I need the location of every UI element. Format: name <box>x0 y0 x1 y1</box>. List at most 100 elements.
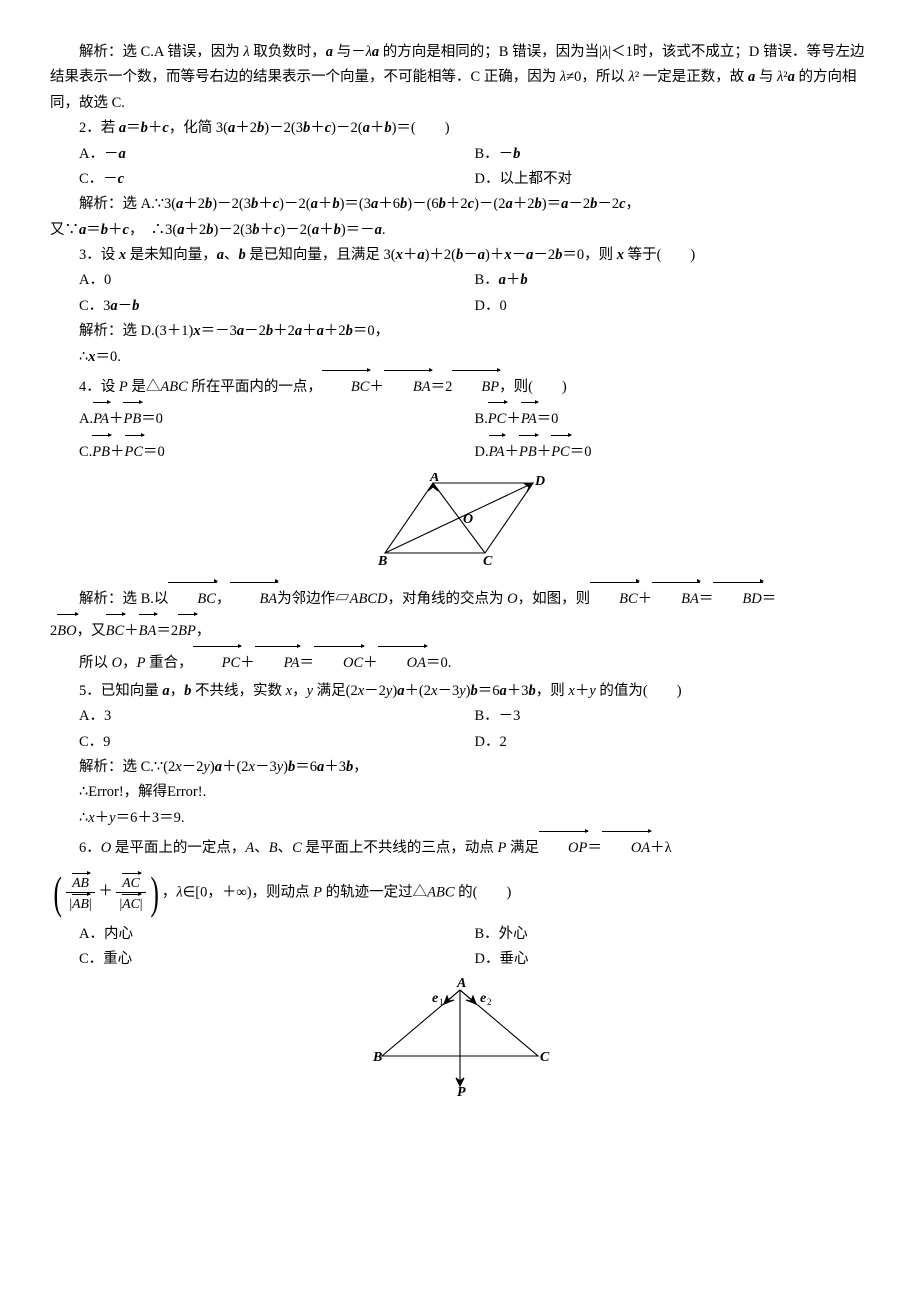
v: a <box>215 759 222 775</box>
t: 不共线，实数 <box>191 683 285 699</box>
q1-analysis: 解析：选 C.A 错误，因为 λ 取负数时，a 与－λa 的方向是相同的；B 错… <box>50 40 870 116</box>
t: ＋2 <box>183 196 205 212</box>
vec-bp: BP <box>452 370 499 402</box>
t: 满足 <box>506 840 539 856</box>
v: a <box>500 683 507 699</box>
t: C．9 <box>79 734 110 750</box>
q6-opt-d: D．垂心 <box>475 947 871 972</box>
q5-analysis-fin: ∴x＋y＝6＋3＝9. <box>50 806 870 831</box>
q2-opt-d: D．以上都不对 <box>475 167 871 192</box>
t: ，则( ) <box>499 379 567 395</box>
q3-opt-b: B．a＋b <box>475 268 871 293</box>
parallelogram-icon: AD BC O <box>375 473 545 568</box>
text: ≠0，所以 <box>566 69 628 85</box>
q5-options: A．3 B．－3 <box>50 704 870 729</box>
v: b <box>439 196 446 212</box>
t: 所以 <box>79 655 112 671</box>
t: ＋ <box>506 272 521 288</box>
t: ＋ <box>110 444 125 460</box>
vec: BP <box>178 614 196 646</box>
q4-diagram: AD BC O <box>50 473 870 577</box>
t: ＋ <box>638 591 653 607</box>
t: 所在平面内的一点， <box>188 379 322 395</box>
vec: BC <box>590 582 638 614</box>
v: a <box>417 247 424 263</box>
t: 是△ <box>128 379 161 395</box>
t: 的( ) <box>455 884 512 900</box>
vec-a: a <box>326 44 333 60</box>
q2-analysis-2: 又∵a＝b＋c， ∴3(a＋2b)－2(3b＋c)－2(a＋b)＝－a. <box>50 218 870 243</box>
q4-opt-d: D.PA＋PB＋PC＝0 <box>475 435 871 467</box>
vec: BA <box>230 582 277 614</box>
t: 、 <box>224 247 239 263</box>
vec-b: b <box>384 120 391 136</box>
svg-text:e: e <box>480 991 486 1006</box>
abcd: ABCD <box>350 591 388 607</box>
vec: PA <box>93 402 109 434</box>
t: ＋ <box>363 655 378 671</box>
t: －2 <box>364 683 386 699</box>
svg-text:A: A <box>429 473 439 485</box>
paren-left-icon: ( <box>53 870 61 916</box>
t: ，对角线的交点为 <box>388 591 508 607</box>
q2-options-2: C．－c D．以上都不对 <box>50 167 870 192</box>
t: A．3 <box>79 708 111 724</box>
text: )＝( ) <box>392 120 450 136</box>
t: D．2 <box>475 734 507 750</box>
vec-oa: OA <box>602 831 650 863</box>
q5-analysis-err: ∴Error!，解得Error!. <box>50 780 870 805</box>
svg-text:D: D <box>534 474 545 489</box>
t: ＋ <box>504 444 519 460</box>
vec: BD <box>713 582 761 614</box>
p: P <box>119 379 128 395</box>
t: ＝0， <box>353 323 389 339</box>
frac-ab: AB |AB| <box>66 873 94 912</box>
v: a <box>217 247 224 263</box>
q6-options-2: C．重心 D．垂心 <box>50 947 870 972</box>
text: 与－ <box>333 44 366 60</box>
v: a <box>499 272 506 288</box>
t: ＋2 <box>513 196 535 212</box>
vec: PA <box>489 435 505 467</box>
frac-sum: AB |AB| ＋ AC |AC| <box>65 873 146 912</box>
t: ＋ <box>108 222 123 238</box>
t: ＋ <box>575 683 590 699</box>
q4-stem: 4．设 P 是△ABC 所在平面内的一点，BC＋BA＝2BP，则( ) <box>50 370 870 402</box>
t: ＝ <box>699 591 714 607</box>
vec: PC <box>125 435 144 467</box>
t: ＋ <box>302 323 317 339</box>
svg-text:O: O <box>463 512 473 527</box>
t: 是未知向量， <box>126 247 217 263</box>
text: B．－ <box>475 146 514 162</box>
t: ＋ <box>537 444 552 460</box>
t: ＝ <box>299 655 314 671</box>
t: 等于( ) <box>624 247 695 263</box>
t: B．－3 <box>475 708 521 724</box>
t: 的轨迹一定过△ <box>322 884 427 900</box>
q6-opt-a: A．内心 <box>50 922 475 947</box>
abc: ABC <box>427 884 454 900</box>
vec: PC <box>193 646 241 678</box>
t: ＝0 <box>141 411 163 427</box>
t: ， <box>353 759 368 775</box>
text: ＋ <box>370 120 385 136</box>
t: ＝0 <box>570 444 592 460</box>
t: ， <box>292 683 307 699</box>
v: b <box>239 247 246 263</box>
q3-opt-c: C．3a－b <box>50 294 475 319</box>
text: ＋ <box>310 120 325 136</box>
t: ＋2 <box>446 196 468 212</box>
t: 解析：选 B.以 <box>79 591 168 607</box>
text: 2．若 <box>79 120 119 136</box>
t: )＋2( <box>425 247 456 263</box>
v: b <box>520 272 527 288</box>
text: 与 <box>755 69 777 85</box>
t: ＝6＋3＝9. <box>116 810 185 826</box>
t: － <box>512 247 527 263</box>
t: ＝－3 <box>201 323 237 339</box>
t: ， <box>216 591 231 607</box>
t: －2 <box>597 196 619 212</box>
svg-text:B: B <box>377 554 387 568</box>
vec: BA <box>139 614 157 646</box>
t: － <box>463 247 478 263</box>
